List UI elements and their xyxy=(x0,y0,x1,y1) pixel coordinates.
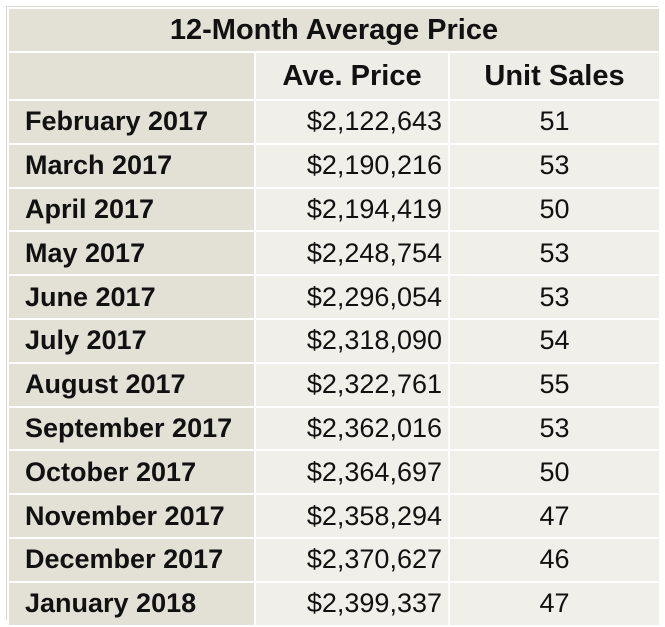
table-row: December 2017 $2,370,627 46 xyxy=(7,536,661,583)
month-cell: August 2017 xyxy=(7,361,256,408)
price-cell: $2,248,754 xyxy=(254,230,450,277)
table-row: May 2017 $2,248,754 53 xyxy=(7,230,661,277)
unit-sales-cell: 46 xyxy=(448,536,661,583)
unit-sales-cell: 53 xyxy=(448,405,661,452)
table-row: February 2017 $2,122,643 51 xyxy=(7,99,661,145)
unit-sales-cell: 51 xyxy=(448,99,661,145)
table-row: September 2017 $2,362,016 53 xyxy=(7,405,661,452)
month-cell: November 2017 xyxy=(7,493,256,539)
price-cell: $2,364,697 xyxy=(254,449,450,496)
header-unit-sales: Unit Sales xyxy=(448,51,661,101)
table-row: November 2017 $2,358,294 47 xyxy=(7,493,661,539)
month-cell: December 2017 xyxy=(7,536,256,583)
unit-sales-cell: 47 xyxy=(448,580,661,627)
table-row: March 2017 $2,190,216 53 xyxy=(7,142,661,189)
price-cell: $2,194,419 xyxy=(254,186,450,233)
price-cell: $2,399,337 xyxy=(254,580,450,627)
price-cell: $2,190,216 xyxy=(254,142,450,189)
header-ave-price: Ave. Price xyxy=(254,51,450,101)
price-table: 12-Month Average Price Ave. Price Unit S… xyxy=(7,7,661,627)
table-body: February 2017 $2,122,643 51 March 2017 $2,19… xyxy=(7,99,661,627)
month-cell: February 2017 xyxy=(7,99,256,145)
unit-sales-cell: 53 xyxy=(448,230,661,277)
price-cell: $2,122,643 xyxy=(254,99,450,145)
unit-sales-cell: 50 xyxy=(448,186,661,233)
title-row: 12-Month Average Price xyxy=(7,7,661,53)
unit-sales-cell: 53 xyxy=(448,142,661,189)
unit-sales-cell: 54 xyxy=(448,317,661,364)
price-cell: $2,358,294 xyxy=(254,493,450,539)
month-cell: April 2017 xyxy=(7,186,256,233)
price-cell: $2,322,761 xyxy=(254,361,450,408)
table-row: October 2017 $2,364,697 50 xyxy=(7,449,661,496)
table-title: 12-Month Average Price xyxy=(7,7,661,53)
month-cell: October 2017 xyxy=(7,449,256,496)
price-cell: $2,370,627 xyxy=(254,536,450,583)
month-cell: January 2018 xyxy=(7,580,256,627)
price-cell: $2,362,016 xyxy=(254,405,450,452)
table-row: July 2017 $2,318,090 54 xyxy=(7,317,661,364)
header-row: Ave. Price Unit Sales xyxy=(7,51,661,101)
month-cell: June 2017 xyxy=(7,274,256,320)
price-table-container: 12-Month Average Price Ave. Price Unit S… xyxy=(6,6,661,627)
unit-sales-cell: 50 xyxy=(448,449,661,496)
unit-sales-cell: 47 xyxy=(448,493,661,539)
month-cell: July 2017 xyxy=(7,317,256,364)
table-row: April 2017 $2,194,419 50 xyxy=(7,186,661,233)
unit-sales-cell: 53 xyxy=(448,274,661,320)
table-row: June 2017 $2,296,054 53 xyxy=(7,274,661,320)
header-month xyxy=(7,51,256,101)
table-row: August 2017 $2,322,761 55 xyxy=(7,361,661,408)
table-row: January 2018 $2,399,337 47 xyxy=(7,580,661,627)
price-cell: $2,296,054 xyxy=(254,274,450,320)
month-cell: September 2017 xyxy=(7,405,256,452)
month-cell: March 2017 xyxy=(7,142,256,189)
price-cell: $2,318,090 xyxy=(254,317,450,364)
month-cell: May 2017 xyxy=(7,230,256,277)
unit-sales-cell: 55 xyxy=(448,361,661,408)
